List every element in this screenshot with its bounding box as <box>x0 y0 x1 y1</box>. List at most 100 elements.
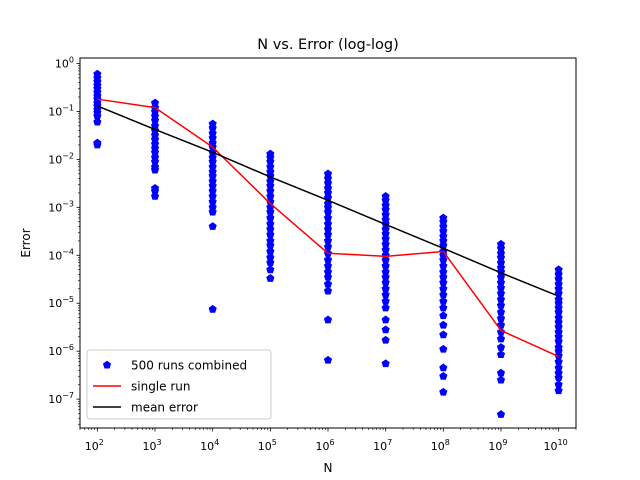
scatter-point <box>554 351 563 360</box>
scatter-point <box>323 219 333 228</box>
scatter-point <box>554 298 563 307</box>
scatter-point <box>381 278 390 287</box>
y-tick-label: 10−5 <box>48 295 74 310</box>
scatter-point <box>554 265 563 274</box>
y-tick-label: 10−7 <box>48 391 74 406</box>
scatter-point <box>323 267 333 276</box>
y-tick-label-base: 10 <box>48 153 62 166</box>
x-tick-label-base: 10 <box>85 440 99 453</box>
scatter-point <box>439 278 448 287</box>
scatter-point <box>496 375 506 384</box>
scatter-point <box>381 234 390 243</box>
scatter-point <box>150 157 160 166</box>
scatter-point <box>496 410 506 418</box>
scatter-point <box>93 117 102 126</box>
y-tick-label-exponent: −2 <box>62 151 74 160</box>
x-tick-label: 1010 <box>544 438 568 453</box>
scatter-point <box>208 128 217 137</box>
scatter-point <box>439 311 448 320</box>
scatter-point <box>496 334 506 343</box>
scatter-point <box>381 196 390 204</box>
scatter-point <box>381 205 390 213</box>
scatter-point <box>266 258 275 267</box>
scatter-point <box>93 111 102 120</box>
scatter-point <box>439 344 448 353</box>
scatter-point <box>381 255 390 264</box>
chart-title: N vs. Error (log-log) <box>257 37 399 53</box>
scatter-point <box>266 162 275 171</box>
y-tick-label-exponent: −7 <box>62 391 74 400</box>
scatter-point <box>439 371 448 380</box>
x-tick-label-exponent: 2 <box>99 438 104 447</box>
scatter-point <box>323 279 333 288</box>
scatter-point <box>496 307 506 316</box>
scatter-point <box>554 386 563 395</box>
scatter-point <box>439 236 448 245</box>
scatter-point <box>208 186 217 195</box>
x-tick-label-base: 10 <box>544 440 558 453</box>
scatter-point <box>266 197 275 206</box>
x-tick-label-exponent: 5 <box>272 438 277 447</box>
scatter-point <box>323 183 333 192</box>
scatter-point <box>208 162 217 171</box>
scatter-point <box>323 261 333 270</box>
x-axis-label: N <box>324 461 333 475</box>
scatter-point <box>208 157 217 166</box>
y-tick-label-exponent: −1 <box>62 103 74 112</box>
scatter-point <box>439 255 448 264</box>
scatter-point <box>381 284 390 293</box>
scatter-point <box>150 98 160 107</box>
scatter-point <box>323 355 333 364</box>
scatter-point <box>323 203 333 211</box>
scatter-point <box>208 181 217 190</box>
y-tick-label-exponent: −3 <box>62 199 74 208</box>
scatter-point <box>554 380 563 389</box>
scatter-point <box>496 283 506 292</box>
scatter-point <box>208 191 217 200</box>
scatter-group <box>554 265 563 395</box>
scatter-point <box>150 121 160 130</box>
y-tick-label-base: 10 <box>48 345 62 358</box>
scatter-point <box>496 295 506 303</box>
scatter-point <box>266 181 275 190</box>
scatter-point <box>554 318 563 326</box>
scatter-point <box>554 322 563 331</box>
scatter-point <box>554 373 563 382</box>
scatter-point <box>266 186 275 195</box>
scatter-point <box>496 301 506 309</box>
y-tick-label-base: 10 <box>48 297 62 310</box>
scatter-point <box>208 133 217 142</box>
plot-area <box>93 69 563 418</box>
scatter-point <box>439 290 448 299</box>
scatter-point <box>496 243 506 252</box>
scatter-point <box>323 286 333 295</box>
y-tick-label: 10−1 <box>48 103 74 118</box>
single-run-line <box>97 98 559 358</box>
scatter-point <box>554 279 563 288</box>
x-tick-label: 105 <box>258 438 277 453</box>
scatter-point <box>496 350 506 359</box>
x-tick-label-exponent: 9 <box>502 438 507 447</box>
scatter-point <box>554 274 563 283</box>
scatter-point <box>496 272 506 281</box>
scatter-point <box>208 197 217 206</box>
scatter-point <box>266 274 275 282</box>
scatter-point <box>150 139 160 148</box>
scatter-point <box>150 116 160 124</box>
scatter-point <box>323 272 333 281</box>
scatter-group <box>439 213 448 396</box>
scatter-point <box>496 314 506 322</box>
scatter-point <box>208 176 217 185</box>
scatter-point <box>439 222 448 230</box>
scatter-point <box>439 303 448 312</box>
scatter-point <box>323 255 333 264</box>
scatter-point <box>439 272 448 281</box>
scatter-point <box>439 363 448 372</box>
scatter-point <box>554 357 563 366</box>
legend: 500 runs combined single run mean error <box>86 349 272 420</box>
x-tick-label: 102 <box>85 438 104 453</box>
y-tick-label-exponent: 0 <box>69 55 74 64</box>
scatter-point <box>208 203 217 211</box>
scatter-point <box>323 207 333 216</box>
x-tick-label-base: 10 <box>200 440 214 453</box>
